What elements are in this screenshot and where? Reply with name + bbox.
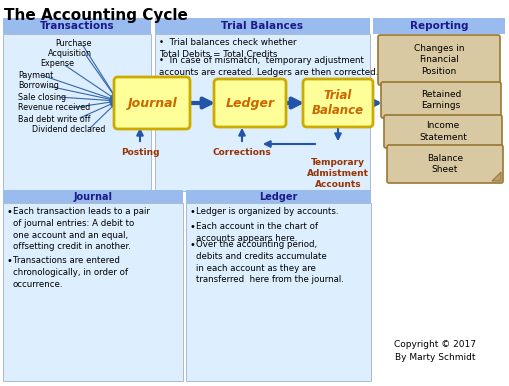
FancyBboxPatch shape (214, 79, 286, 127)
Text: Temporary
Admistment
Accounts: Temporary Admistment Accounts (306, 158, 369, 189)
Text: Copyright © 2017
By Marty Schmidt: Copyright © 2017 By Marty Schmidt (393, 340, 475, 362)
Text: Journal: Journal (73, 191, 112, 201)
FancyBboxPatch shape (302, 79, 372, 127)
Bar (155, 34, 369, 191)
Bar (3, 203, 183, 381)
Text: •: • (190, 240, 195, 250)
Text: Purchase: Purchase (55, 39, 91, 47)
Text: Dividend declared: Dividend declared (32, 125, 105, 134)
Text: Ledger is organized by accounts.: Ledger is organized by accounts. (195, 207, 338, 216)
Text: •: • (190, 207, 195, 217)
Text: Retained
Earnings: Retained Earnings (420, 90, 460, 110)
Text: Trial Balances: Trial Balances (220, 21, 302, 31)
Text: Bad debt write off: Bad debt write off (18, 115, 90, 124)
FancyBboxPatch shape (114, 77, 190, 129)
Text: Expense: Expense (40, 59, 74, 68)
Bar (372, 18, 504, 34)
FancyBboxPatch shape (383, 115, 501, 148)
Text: Over the accounting period,
debits and credits accumulate
in each account as the: Over the accounting period, debits and c… (195, 240, 343, 284)
Text: •  Trial balances check whether
Total Debits = Total Credits: • Trial balances check whether Total Deb… (159, 38, 296, 59)
Bar (3, 18, 151, 34)
Text: Changes in
Financial
Position: Changes in Financial Position (413, 44, 463, 76)
Text: Ledger: Ledger (258, 191, 297, 201)
Text: Each transaction leads to a pair
of journal entries: A debit to
one account and : Each transaction leads to a pair of jour… (13, 207, 150, 251)
FancyBboxPatch shape (380, 82, 500, 118)
Bar (186, 203, 370, 381)
Text: Acquisition: Acquisition (48, 49, 92, 58)
Text: The Accounting Cycle: The Accounting Cycle (4, 8, 187, 23)
Text: Reporting: Reporting (409, 21, 467, 31)
Text: Corrections: Corrections (212, 148, 271, 157)
Text: Sale closing: Sale closing (18, 93, 66, 102)
FancyBboxPatch shape (386, 145, 502, 183)
Text: Revenue received: Revenue received (18, 103, 90, 112)
Bar (155, 18, 369, 34)
Text: Ledger: Ledger (225, 96, 274, 110)
Text: •: • (7, 207, 13, 217)
Text: Journal: Journal (127, 96, 177, 110)
Text: Trial
Balance: Trial Balance (312, 89, 363, 117)
Text: •  In case of mismatch,  temporary adjustment
accounts are created. Ledgers are : • In case of mismatch, temporary adjustm… (159, 56, 378, 77)
Bar (3, 190, 183, 203)
Bar (372, 34, 504, 191)
Text: Income
Statement: Income Statement (418, 122, 466, 142)
Text: Posting: Posting (121, 148, 159, 157)
Polygon shape (491, 172, 500, 181)
Bar (186, 190, 370, 203)
Text: Each account in the chart of
accounts appears here.: Each account in the chart of accounts ap… (195, 222, 318, 243)
FancyBboxPatch shape (377, 35, 499, 85)
Text: Transactions are entered
chronologically, in order of
occurrence.: Transactions are entered chronologically… (13, 256, 128, 289)
Bar (3, 34, 151, 191)
Text: •: • (190, 222, 195, 232)
Text: •: • (7, 256, 13, 266)
Text: Balance
Sheet: Balance Sheet (426, 154, 462, 174)
Text: Payment: Payment (18, 71, 53, 80)
Text: Borrowing: Borrowing (18, 81, 59, 90)
Text: Transactions: Transactions (40, 21, 114, 31)
